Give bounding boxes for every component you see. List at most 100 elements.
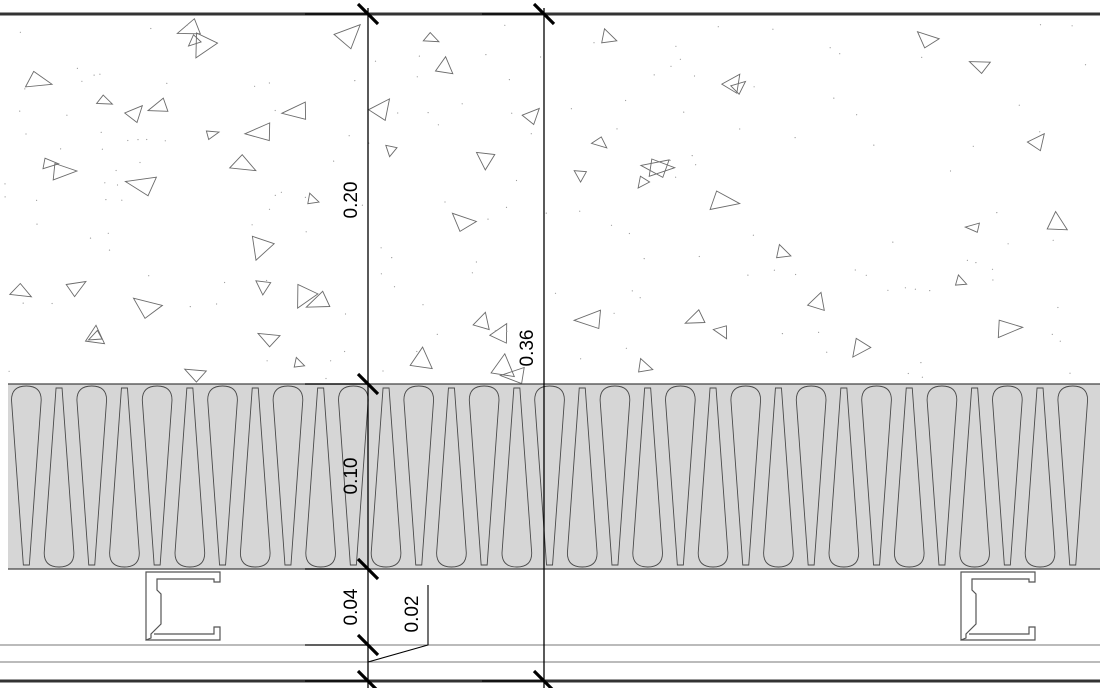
aggregate-dot (36, 223, 38, 225)
dim-cavity-label: 0.04 (341, 588, 362, 625)
aggregate-mark (42, 157, 60, 170)
aggregate-mark (639, 159, 670, 179)
aggregate-dot (921, 376, 924, 378)
insulation-loop (141, 385, 173, 566)
aggregate-dot (186, 24, 188, 26)
aggregate-dot (892, 241, 894, 243)
aggregate-mark (146, 97, 169, 112)
aggregate-mark (52, 162, 79, 181)
aggregate-dot (344, 350, 346, 353)
aggregate-mark (852, 337, 872, 358)
aggregate-dot (81, 80, 83, 82)
aggregate-dot (305, 231, 307, 233)
aggregate-dot (625, 99, 627, 102)
aggregate-mark (776, 243, 792, 259)
aggregate-dot (436, 333, 438, 335)
aggregate-mark (409, 346, 433, 370)
insulation-loop (599, 385, 631, 566)
aggregate-dot (972, 145, 974, 147)
aggregate-dot (416, 76, 418, 78)
aggregate-mark (572, 309, 602, 330)
aggregate-dot (268, 82, 270, 84)
aggregate-mark (176, 17, 201, 35)
insulation-loop (828, 387, 860, 568)
insulation-loop (174, 387, 206, 568)
aggregate-dot (354, 80, 356, 82)
aggregate-dot (854, 269, 856, 271)
aggregate-mark (488, 322, 508, 344)
insulation-loop (207, 385, 238, 566)
aggregate-dot (506, 330, 508, 332)
aggregate-mark (307, 192, 320, 205)
aggregate-dot (116, 184, 119, 186)
aggregate-dot (773, 269, 776, 271)
aggregate-dot (717, 26, 719, 28)
aggregate-dot (101, 148, 103, 150)
aggregate-dot (93, 74, 95, 76)
aggregate-mark (367, 98, 391, 122)
aggregate-dot (1039, 131, 1041, 133)
aggregate-dot (475, 261, 477, 263)
aggregate-dot (593, 42, 595, 44)
aggregate-mark (124, 176, 158, 197)
aggregate-mark (243, 122, 271, 142)
aggregate-dot (100, 131, 102, 133)
aggregate-dot (274, 194, 276, 196)
aggregate-dot (8, 370, 10, 372)
aggregate-dot (485, 54, 487, 56)
aggregate-dot (148, 275, 150, 277)
aggregate-mark (475, 151, 496, 171)
aggregate-dot (25, 133, 27, 135)
steel-stud-left (145, 571, 221, 641)
aggregate-dot (579, 210, 581, 212)
aggregate-dot (1051, 333, 1053, 335)
aggregate-dot (508, 79, 510, 81)
insulation-loop (566, 387, 598, 568)
aggregate-mark (968, 61, 992, 75)
aggregate-dot (691, 155, 693, 157)
aggregate-dot (515, 179, 518, 182)
aggregate-dot (772, 28, 774, 30)
aggregate-dot (752, 234, 755, 236)
aggregate-mark (434, 55, 454, 75)
aggregate-dot (839, 53, 841, 55)
aggregate-dot (992, 279, 994, 281)
aggregate-dot (966, 259, 969, 261)
aggregate-dot (669, 159, 671, 161)
insulation-loop (534, 385, 565, 566)
aggregate-dot (391, 257, 393, 259)
aggregate-mark (521, 107, 541, 126)
insulation-loop (1024, 387, 1056, 568)
aggregate-mark (305, 290, 331, 308)
aggregate-dot (856, 114, 858, 116)
aggregate-dot (628, 232, 631, 235)
aggregate-dot (24, 88, 26, 90)
aggregate-mark (123, 104, 144, 124)
insulation-loop (272, 385, 304, 566)
aggregate-dot (504, 24, 506, 26)
aggregate-dot (570, 108, 573, 110)
aggregate-dot (739, 128, 741, 130)
aggregate-dot (781, 333, 784, 335)
aggregate-dot (427, 112, 429, 114)
aggregate-dot (1007, 243, 1009, 245)
aggregate-dot (545, 212, 547, 214)
aggregate-mark (297, 283, 319, 309)
aggregate-dot (921, 56, 923, 59)
aggregate-mark (1026, 132, 1045, 152)
aggregate-dot (166, 82, 168, 84)
aggregate-dot (89, 237, 92, 239)
aggregate-dot (60, 148, 62, 150)
steel-stud-right (960, 571, 1036, 641)
insulation-loop (697, 387, 729, 568)
aggregate-dot (150, 27, 152, 30)
aggregate-mark (684, 309, 706, 324)
aggregate-dot (675, 176, 677, 178)
aggregate-dot (653, 74, 655, 76)
aggregate-dot (461, 103, 463, 105)
dim-lining-label: 0.02 (402, 596, 423, 633)
aggregate-dot (698, 255, 700, 258)
aggregate-mark (638, 357, 654, 373)
aggregate-dot (99, 73, 101, 75)
aggregate-mark (87, 329, 103, 341)
